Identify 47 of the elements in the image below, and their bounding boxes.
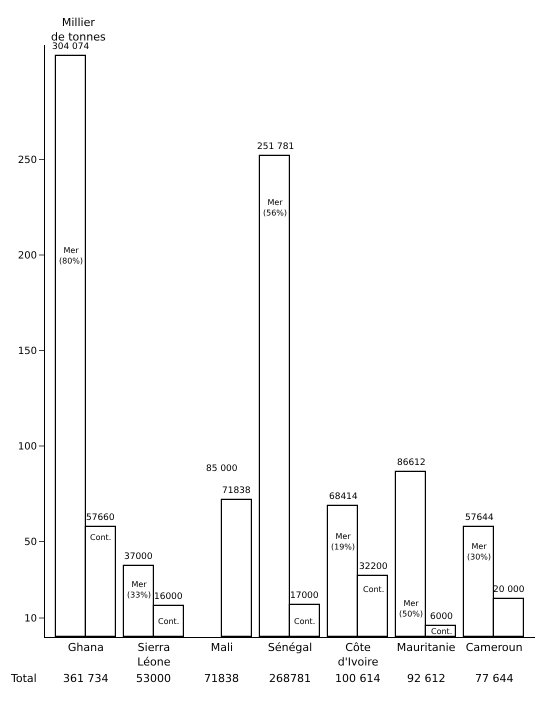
annotation: 71838 <box>222 486 251 496</box>
text: 92 612 <box>407 672 446 685</box>
y-tick-label: 100 <box>18 442 37 453</box>
annotation: 17000 <box>290 591 319 601</box>
y-tick-label: 50 <box>24 537 37 548</box>
y-axis-title: Millier de tonnes <box>51 16 106 44</box>
annotation: 86612 <box>397 458 426 468</box>
annotation: Mer (50%) <box>399 599 424 618</box>
annotation: 251 781 <box>257 142 294 152</box>
x-tick-label: Mali <box>210 641 234 654</box>
y-tick-label: 250 <box>18 155 37 166</box>
text: 77 644 <box>475 672 514 685</box>
x-tick-label: Sénégal <box>268 641 312 654</box>
annotation: 20 000 <box>493 585 525 595</box>
y-tick-label: 200 <box>18 250 37 262</box>
annotation: 6000 <box>430 612 454 622</box>
text: 100 614 <box>335 672 380 685</box>
x-tick-label: Ghana <box>68 641 104 654</box>
annotation: Cont. <box>90 533 112 542</box>
annotation: Cont. <box>294 617 316 626</box>
annotation: 57660 <box>86 513 115 523</box>
annotation: 57644 <box>465 513 494 523</box>
annotation: Mer (56%) <box>263 198 288 218</box>
annotation: 68414 <box>329 492 358 502</box>
annotation: Cont. <box>431 627 452 636</box>
x-tick-label: Sierra Léone <box>137 641 171 668</box>
annotation: Cont. <box>363 585 384 594</box>
x-tick-label: Cameroun <box>466 641 523 654</box>
x-tick-label: Côte d'Ivoire <box>338 641 379 668</box>
annotation: 16000 <box>154 592 183 602</box>
text: 71838 <box>204 672 239 685</box>
annotation: Mer (80%) <box>59 246 84 266</box>
annotation: 85 000 <box>206 464 238 474</box>
text: 53000 <box>136 672 171 685</box>
y-tick-label: 150 <box>18 346 37 358</box>
annotation: Mer (30%) <box>467 542 492 562</box>
annotation: Mer (33%) <box>127 580 152 600</box>
text: Total <box>10 672 37 685</box>
text: 361 734 <box>63 672 108 685</box>
y-tick-label: 10 <box>24 613 37 624</box>
text: 268781 <box>269 672 311 685</box>
annotation: Mer (19%) <box>331 532 356 552</box>
x-tick-label: Mauritanie <box>396 641 456 654</box>
annotation: 37000 <box>124 552 153 562</box>
annotation: Cont. <box>158 617 180 626</box>
annotation: 32200 <box>359 562 388 572</box>
annotation: 304 074 <box>52 42 90 52</box>
